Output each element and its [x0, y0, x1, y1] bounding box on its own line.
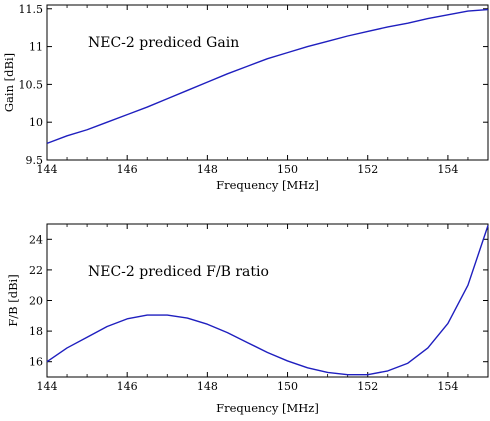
x-tick-label: 144 [37, 163, 58, 176]
y-tick-label: 11.5 [19, 3, 44, 16]
x-tick-label: 152 [357, 380, 378, 393]
y-tick-label: 20 [29, 295, 43, 308]
y-tick-label: 22 [29, 264, 43, 277]
series-line [46, 8, 489, 145]
chart-annotation: NEC-2 prediced Gain [88, 35, 239, 51]
y-tick-label: 10 [29, 116, 43, 129]
x-tick-label: 150 [277, 163, 298, 176]
x-tick-label: 150 [277, 380, 298, 393]
x-axis-label: Frequency [MHz] [216, 178, 319, 192]
y-tick-label: 16 [29, 356, 43, 369]
x-tick-label: 148 [197, 163, 218, 176]
chart-2: 144 146 148 150 152 154 16 18 20 22 24 NEC-2 predic… [6, 223, 489, 415]
series-line [46, 225, 489, 376]
y-axis-label: Gain [dBi] [2, 53, 16, 112]
x-axis-label: Frequency [MHz] [216, 401, 319, 415]
plot-frame [46, 223, 489, 378]
x-tick-label: 148 [197, 380, 218, 393]
x-tick-label: 152 [357, 163, 378, 176]
chart-1: 144 146 148 150 152 154 9.5 10 10.5 11 11.5 NEC-2 p… [2, 3, 489, 192]
y-tick-label: 11 [29, 41, 43, 54]
y-tick-label: 18 [29, 325, 43, 338]
x-tick-label: 154 [437, 380, 458, 393]
x-tick-label: 146 [117, 163, 138, 176]
chart-annotation: NEC-2 prediced F/B ratio [88, 264, 269, 280]
x-tick-label: 146 [117, 380, 138, 393]
x-tick-label: 154 [437, 163, 458, 176]
plot-frame [46, 4, 489, 161]
x-tick-label: 144 [37, 380, 58, 393]
y-tick-label: 9.5 [26, 154, 44, 167]
y-tick-label: 10.5 [19, 78, 44, 91]
y-axis-label: F/B [dBi] [6, 274, 20, 326]
y-tick-label: 24 [29, 233, 43, 246]
